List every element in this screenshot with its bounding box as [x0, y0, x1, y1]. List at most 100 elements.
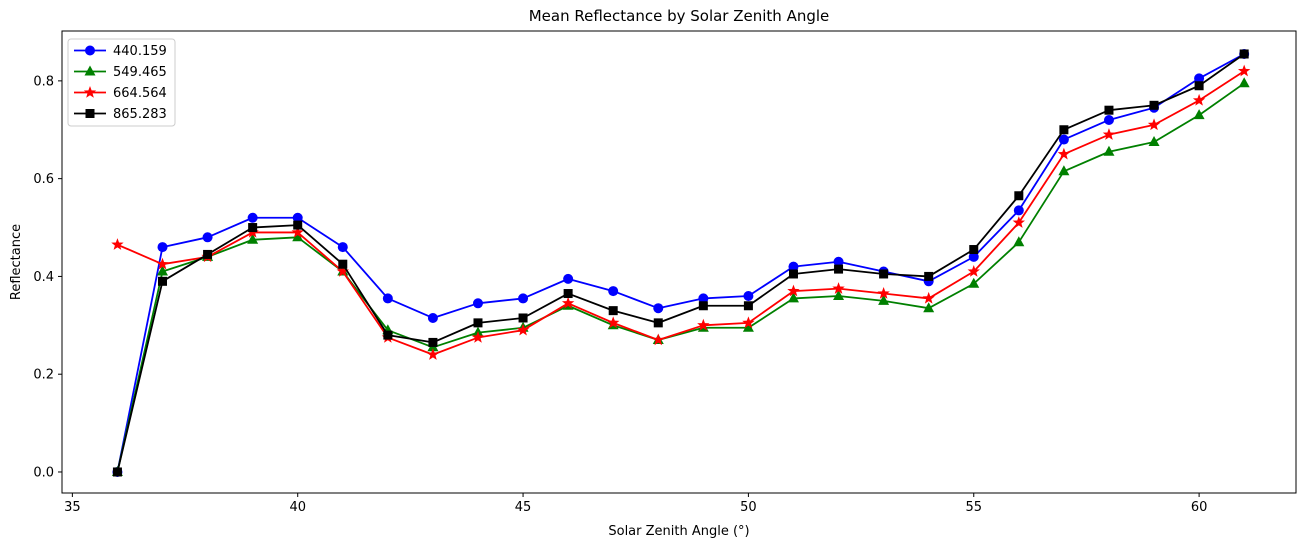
square-marker: [85, 109, 95, 118]
square-marker: [788, 269, 798, 279]
legend-label-440: 440.159: [113, 44, 167, 59]
circle-marker: [653, 303, 664, 314]
x-tick-label: 45: [515, 500, 532, 515]
star-marker: [471, 331, 485, 343]
triangle-marker: [1103, 145, 1115, 156]
star-marker: [652, 333, 665, 346]
triangle-marker: [1193, 109, 1205, 120]
square-marker: [879, 269, 889, 279]
triangle-marker: [84, 65, 96, 76]
star-marker: [1057, 147, 1071, 160]
star-marker: [111, 238, 124, 250]
legend-label-664: 664.564: [113, 86, 167, 101]
x-tick-label: 50: [740, 500, 757, 515]
square-marker: [698, 301, 708, 311]
triangle-marker: [923, 302, 935, 313]
series-line-440.159: [116, 53, 1245, 473]
star-marker: [877, 287, 890, 299]
square-marker: [1149, 100, 1159, 110]
x-tick-label: 40: [289, 500, 306, 515]
circle-marker: [563, 273, 574, 284]
star-marker: [607, 316, 620, 329]
circle-marker: [833, 256, 844, 267]
star-marker: [922, 291, 935, 304]
chart-title: Mean Reflectance by Solar Zenith Angle: [529, 7, 830, 25]
triangle-marker: [742, 321, 754, 332]
star-marker: [1102, 128, 1116, 140]
circle-marker: [1103, 114, 1114, 125]
triangle-marker: [157, 265, 169, 276]
circle-marker: [518, 293, 529, 304]
series-440.159: [112, 48, 1250, 477]
circle-marker: [157, 242, 168, 253]
series-865.283: [112, 49, 1249, 477]
y-tick-label: 0.0: [33, 465, 54, 480]
square-marker: [1194, 81, 1204, 91]
triangle-marker: [787, 292, 799, 303]
star-marker: [742, 316, 755, 329]
square-marker: [924, 271, 934, 281]
x-axis-label: Solar Zenith Angle (°): [608, 524, 749, 539]
y-tick-label: 0.6: [33, 172, 54, 187]
circle-marker: [202, 232, 213, 243]
star-marker: [291, 225, 304, 238]
triangle-marker: [1058, 165, 1070, 176]
triangle-marker: [292, 231, 304, 242]
triangle-marker: [247, 233, 259, 244]
triangle-marker: [833, 289, 845, 300]
axis-ticks: 35 40 45 50 55 60 0.0 0.2 0.4 0.6 0.8: [33, 74, 1207, 515]
legend-label-865: 865.283: [113, 107, 167, 122]
circle-marker: [472, 298, 483, 309]
star-marker: [967, 265, 980, 277]
circle-marker: [337, 242, 348, 253]
square-marker: [203, 249, 213, 259]
square-marker: [473, 318, 483, 328]
square-marker: [338, 259, 348, 269]
triangle-marker: [1148, 135, 1160, 146]
square-marker: [293, 220, 303, 230]
star-marker: [1012, 216, 1026, 228]
series-line-664.564: [117, 70, 1245, 356]
x-tick-label: 35: [64, 500, 81, 515]
square-marker: [383, 330, 393, 340]
star-marker: [1237, 64, 1251, 77]
circle-marker: [1013, 205, 1024, 216]
y-tick-label: 0.4: [33, 270, 54, 285]
square-marker: [1014, 191, 1024, 201]
circle-marker: [85, 45, 95, 56]
x-tick-label: 55: [965, 500, 982, 515]
square-marker: [158, 276, 168, 286]
star-marker: [1147, 118, 1161, 131]
circle-marker: [427, 312, 438, 323]
series-549.465: [111, 77, 1250, 476]
star-marker: [832, 282, 845, 294]
star-marker: [336, 265, 349, 277]
square-marker: [653, 318, 663, 328]
square-marker: [428, 337, 438, 347]
legend-label-549: 549.465: [113, 65, 167, 80]
star-marker: [426, 348, 440, 360]
circle-marker: [1058, 134, 1069, 145]
circle-marker: [698, 293, 709, 304]
series-layer: [111, 48, 1251, 477]
triangle-marker: [968, 277, 980, 288]
y-tick-label: 0.8: [33, 74, 54, 89]
circle-marker: [968, 251, 979, 262]
circle-marker: [247, 212, 258, 223]
plot-frame: [61, 30, 1297, 494]
circle-marker: [382, 293, 393, 304]
triangle-marker: [1238, 77, 1250, 88]
series-line-549.465: [116, 82, 1245, 473]
legend-samples: [74, 45, 106, 118]
star-marker: [787, 284, 800, 297]
square-marker: [248, 223, 258, 233]
star-marker: [697, 318, 710, 331]
circle-marker: [788, 261, 799, 272]
y-axis-label: Reflectance: [9, 224, 24, 300]
circle-marker: [292, 212, 303, 223]
square-marker: [1059, 125, 1069, 135]
square-marker: [969, 245, 979, 255]
square-marker: [743, 301, 753, 311]
